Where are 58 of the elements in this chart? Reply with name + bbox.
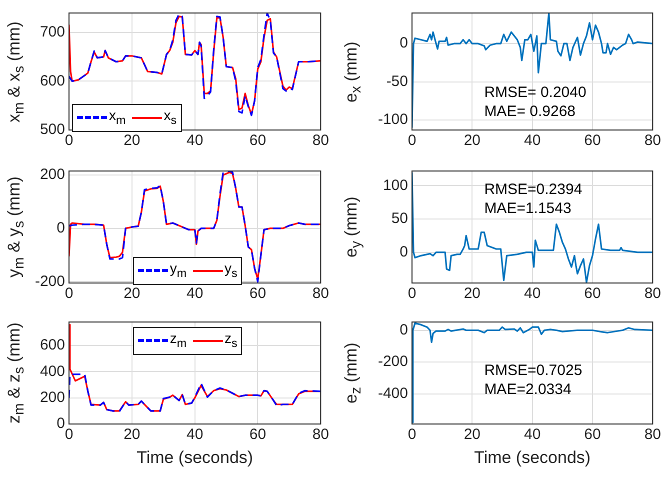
y-tick-label: 0 <box>56 415 65 432</box>
x-tick-label: 60 <box>249 426 266 444</box>
y-tick-label: -50 <box>386 72 408 90</box>
annotation: RMSE= 0.2040 <box>484 83 586 102</box>
x-tick-label: 60 <box>584 132 601 150</box>
x-tick-label: 20 <box>464 285 481 302</box>
y-tick-label: 500 <box>40 121 65 138</box>
y-tick-label: -200 <box>34 272 65 290</box>
x-tick-label: 20 <box>464 132 481 150</box>
legend-label: z$_{m}$ <box>170 329 187 352</box>
x-tick-label: 40 <box>186 285 204 302</box>
legend-label: y$_{m}$ <box>170 259 187 282</box>
y-tick-label: 400 <box>40 362 65 380</box>
annotation: MAE=1.1543 <box>484 198 572 218</box>
legend-label: z$_{s}$ <box>224 329 238 352</box>
x-tick-label: 60 <box>584 426 601 444</box>
y-tick-label: 600 <box>40 336 65 354</box>
x-tick-label: 60 <box>584 285 601 302</box>
x-tick-label: 20 <box>124 132 140 150</box>
x-tick-label: 40 <box>524 132 541 150</box>
y-tick-label: 0 <box>400 321 408 338</box>
y-tick-label: 100 <box>382 176 408 194</box>
x-tick-label: 80 <box>312 426 329 444</box>
y-tick-label: 600 <box>40 72 65 90</box>
x-tick-label: 80 <box>644 426 661 444</box>
x-axis-title: Time (seconds) <box>473 448 592 468</box>
y-tick-label: 700 <box>40 24 65 41</box>
x-tick-label: 60 <box>249 285 266 302</box>
x-tick-label: 20 <box>124 285 140 302</box>
x-tick-label: 40 <box>524 426 541 444</box>
x-tick-label: 20 <box>124 426 140 444</box>
y-tick-label: 50 <box>391 210 408 228</box>
x-tick-label: 40 <box>186 132 204 150</box>
x-tick-label: 80 <box>644 285 661 302</box>
x-tick-label: 80 <box>312 132 329 150</box>
legend-label: x$_{s}$ <box>164 106 177 129</box>
y-tick-label: -200 <box>378 353 408 370</box>
x-tick-label: 80 <box>312 285 329 302</box>
x-tick-label: 20 <box>464 426 481 444</box>
x-axis-title: Time (seconds) <box>136 448 254 468</box>
y-tick-label: 0 <box>56 219 65 236</box>
y-tick-label: 200 <box>40 166 65 184</box>
y-tick-label: 0 <box>400 243 408 260</box>
x-tick-label: 40 <box>524 285 541 302</box>
annotation: RMSE=0.7025 <box>484 360 582 380</box>
y-tick-label: 0 <box>400 34 408 52</box>
y-tick-label: -100 <box>378 111 408 128</box>
y-tick-label: -400 <box>378 384 408 402</box>
annotation: MAE= 0.9268 <box>484 102 576 122</box>
x-tick-label: 80 <box>644 132 661 150</box>
annotation: MAE=2.0334 <box>484 380 572 399</box>
legend-label: y$_{s}$ <box>224 259 238 282</box>
annotation: RMSE=0.2394 <box>484 180 582 199</box>
x-tick-label: 60 <box>249 132 266 150</box>
line-series <box>69 374 321 412</box>
legend-label: x$_{m}$ <box>109 106 126 129</box>
y-tick-label: 200 <box>40 388 65 406</box>
x-tick-label: 40 <box>186 426 204 444</box>
